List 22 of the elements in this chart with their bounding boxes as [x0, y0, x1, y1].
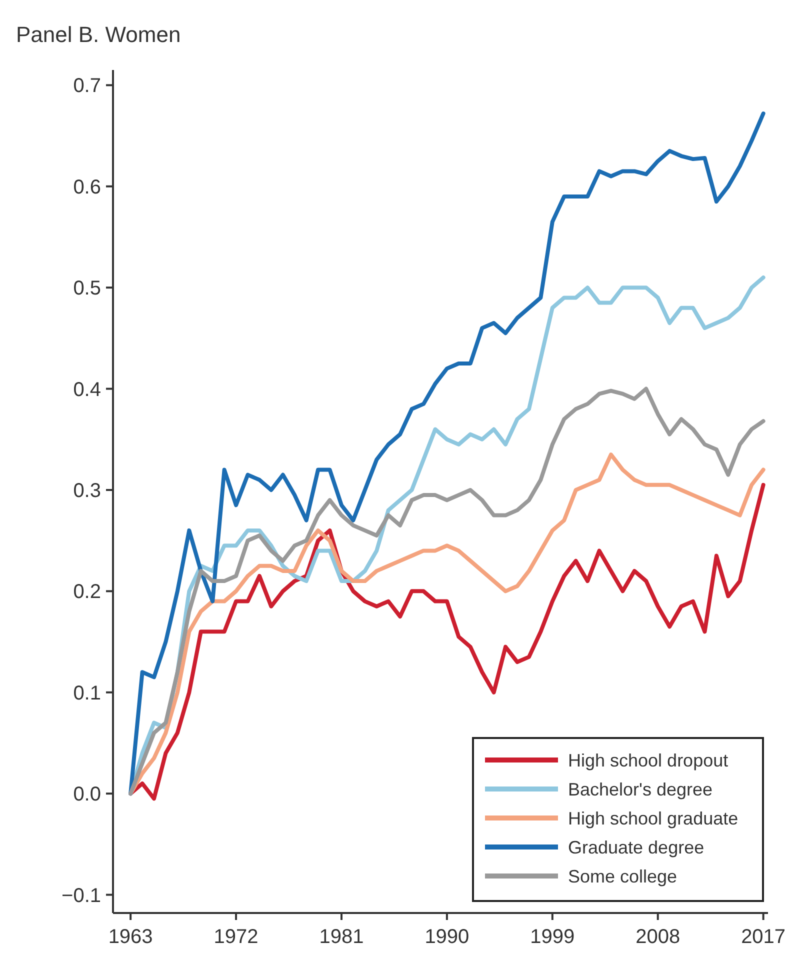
x-tick-label: 2008 — [636, 926, 680, 948]
x-tick-label: 1999 — [530, 926, 575, 948]
y-tick-label: 0.4 — [73, 378, 101, 401]
y-tick-label: 0.3 — [73, 480, 101, 502]
y-tick-label: −0.1 — [62, 884, 101, 907]
y-tick-label: 0.0 — [73, 784, 101, 806]
x-tick-label: 2017 — [741, 926, 786, 948]
x-tick-label: 1990 — [424, 926, 470, 948]
x-tick-label: 1972 — [214, 926, 258, 948]
x-tick-label: 1981 — [319, 926, 364, 948]
y-tick-label: 0.1 — [73, 682, 101, 704]
y-tick-label: 0.2 — [73, 581, 101, 604]
legend-label: Bachelor's degree — [568, 779, 713, 800]
x-tick-label: 1963 — [108, 926, 153, 948]
legend-label: High school graduate — [568, 808, 738, 828]
legend-label: Some college — [568, 866, 678, 886]
y-tick-label: 0.7 — [73, 75, 101, 98]
legend-label: High school dropout — [568, 750, 728, 770]
y-tick-label: 0.5 — [73, 278, 101, 300]
legend-label: Graduate degree — [568, 837, 704, 858]
chart-title: Panel B. Women — [16, 22, 181, 47]
y-tick-label: 0.6 — [73, 176, 101, 198]
